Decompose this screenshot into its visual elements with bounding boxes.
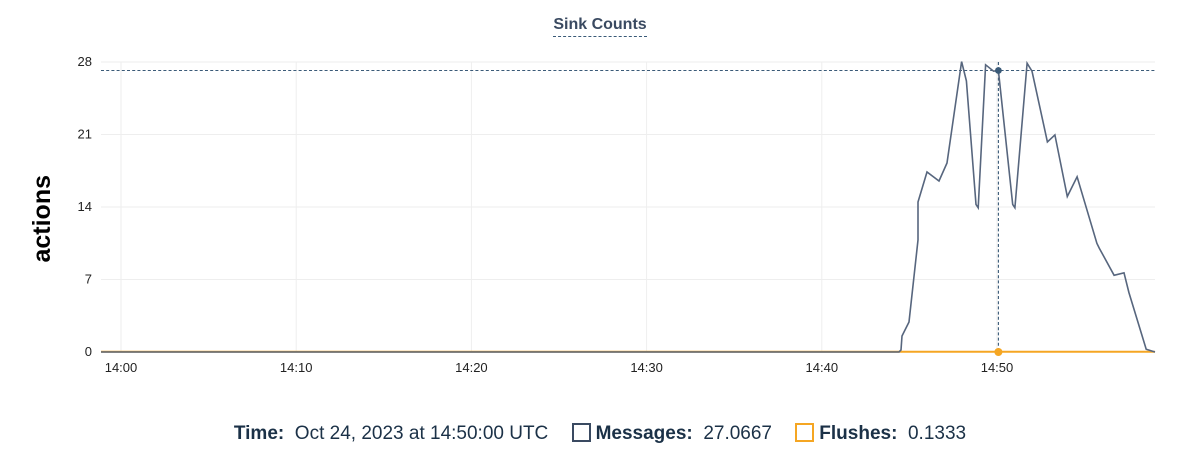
svg-text:0: 0 [85,344,92,359]
svg-text:28: 28 [78,54,92,69]
svg-text:7: 7 [85,272,92,287]
svg-text:14:30: 14:30 [630,360,663,375]
svg-text:14:00: 14:00 [105,360,138,375]
svg-text:14:20: 14:20 [455,360,488,375]
svg-text:14:40: 14:40 [806,360,839,375]
svg-text:21: 21 [78,127,92,142]
svg-text:14:10: 14:10 [280,360,313,375]
svg-text:14: 14 [78,199,92,214]
svg-text:14:50: 14:50 [981,360,1014,375]
